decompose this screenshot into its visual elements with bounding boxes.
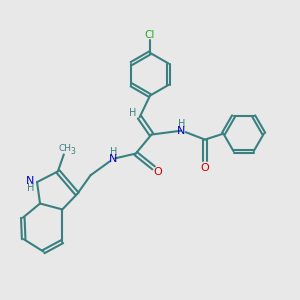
- Text: N: N: [177, 126, 185, 136]
- Text: N: N: [26, 176, 35, 186]
- Text: CH: CH: [59, 144, 72, 153]
- Text: 3: 3: [70, 147, 75, 156]
- Text: N: N: [109, 154, 118, 164]
- Text: H: H: [178, 119, 185, 129]
- Text: H: H: [129, 108, 136, 118]
- Text: O: O: [154, 167, 162, 177]
- Text: Cl: Cl: [145, 30, 155, 40]
- Text: O: O: [201, 163, 209, 173]
- Text: H: H: [27, 183, 34, 193]
- Text: H: H: [110, 147, 117, 157]
